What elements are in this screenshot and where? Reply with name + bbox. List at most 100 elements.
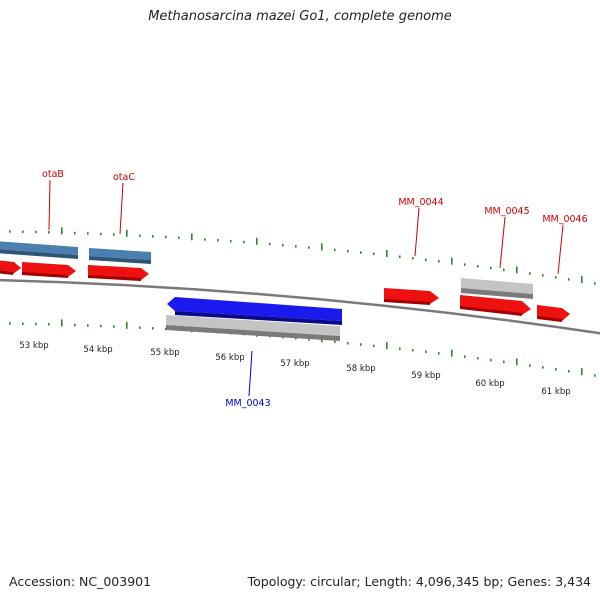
outer-tick-row (9, 227, 596, 285)
outer-tick (87, 232, 89, 235)
outer-tick (269, 242, 271, 246)
ruler-tick-label: 59 kbp (411, 371, 440, 381)
outer-tick (100, 232, 102, 236)
outer-tick (529, 272, 531, 275)
inner-tick (347, 341, 349, 345)
inner-tick (295, 337, 297, 340)
ruler-tick-label: 61 kbp (541, 387, 570, 397)
outer-tick (425, 258, 427, 261)
inner-tick (373, 344, 375, 348)
inner-tick (542, 366, 544, 369)
inner-tick (61, 319, 63, 327)
outer-tick (61, 227, 63, 235)
outer-tick (152, 235, 154, 238)
MM_0046-connector (557, 224, 564, 275)
gene-label-otaC[interactable]: otaC (113, 172, 135, 183)
ruler-tick-label: 60 kbp (475, 379, 504, 389)
inner-tick (22, 322, 24, 325)
outer-tick (451, 257, 453, 265)
outer-tick (542, 274, 544, 277)
MM_0044-connector (414, 207, 420, 257)
otaB-connector (48, 179, 51, 231)
outer-tick (516, 266, 518, 274)
outer-tick (503, 268, 505, 272)
ruler-tick-label: 57 kbp (280, 359, 309, 369)
outer-tick (22, 230, 24, 233)
outer-tick (347, 249, 349, 253)
inner-tick (581, 368, 583, 376)
outer-tick (373, 252, 375, 256)
outer-tick (321, 243, 323, 251)
outer-tick (230, 239, 232, 243)
outer-tick (568, 278, 570, 281)
gene-MM_0045[interactable] (461, 278, 533, 299)
inner-tick (594, 374, 596, 377)
outer-tick (126, 229, 128, 237)
gene-label-MM_0043[interactable]: MM_0043 (225, 398, 270, 409)
inner-tick (568, 370, 570, 373)
genome-backbone (0, 278, 600, 335)
inner-tick (516, 358, 518, 366)
outer-tick (464, 263, 466, 266)
outer-tick (48, 231, 50, 234)
gene-MM_0044[interactable] (384, 288, 439, 305)
MM_0043-connector (248, 350, 253, 397)
outer-tick (594, 282, 596, 285)
outer-tick (308, 246, 310, 249)
gene-label-MM_0045[interactable]: MM_0045 (484, 206, 529, 217)
outer-tick (204, 238, 206, 241)
ruler-tick-label: 53 kbp (19, 341, 48, 351)
outer-tick (178, 236, 180, 240)
gene-label-otaB[interactable]: otaB (42, 169, 64, 180)
outer-tick (438, 260, 440, 263)
genome-summary: Topology: circular; Length: 4,096,345 bp… (247, 574, 591, 589)
map-title: Methanosarcina mazei Go1, complete genom… (148, 9, 452, 24)
outer-tick (386, 250, 388, 258)
inner-tick (334, 340, 336, 344)
ruler-tick-label: 56 kbp (215, 353, 244, 363)
gene-MM_0046[interactable] (537, 305, 570, 322)
gene-gray-1[interactable] (166, 315, 340, 341)
inner-tick (113, 325, 115, 328)
inner-tick (555, 368, 557, 371)
inner-tick (100, 324, 102, 328)
inner-tick (503, 360, 505, 364)
gene-label-MM_0046[interactable]: MM_0046 (542, 214, 587, 225)
otaC-connector (119, 182, 124, 235)
outer-tick (282, 243, 284, 247)
accession-label: Accession: NC_003901 (9, 574, 152, 589)
outer-tick (9, 230, 11, 233)
inner-tick (412, 348, 414, 352)
inner-tick (425, 350, 427, 353)
inner-tick (48, 323, 50, 326)
inner-tick (386, 342, 388, 350)
ruler-tick-label: 58 kbp (346, 364, 375, 374)
gene-arrow-MM_0045[interactable] (460, 295, 531, 316)
outer-tick (490, 266, 492, 270)
inner-tick (464, 355, 466, 358)
outer-tick (243, 240, 245, 244)
gene-MM_0043[interactable] (167, 297, 342, 325)
inner-tick (74, 323, 76, 327)
gene-arrow-2[interactable] (22, 262, 76, 278)
outer-tick (191, 233, 193, 241)
gene-label-MM_0044[interactable]: MM_0044 (398, 197, 443, 208)
gene-arrow-1[interactable] (0, 260, 21, 275)
outer-tick (165, 235, 167, 239)
inner-tick (308, 338, 310, 341)
outer-tick (256, 237, 258, 245)
gene-otaC[interactable] (89, 248, 151, 264)
inner-tick (35, 322, 37, 326)
outer-tick (74, 231, 76, 235)
outer-tick (113, 233, 115, 236)
gene-arrow-3[interactable] (88, 265, 149, 281)
inner-tick (165, 327, 167, 331)
ruler-tick-label: 54 kbp (83, 345, 112, 355)
outer-tick (295, 245, 297, 248)
inner-tick (399, 347, 401, 350)
outer-tick (334, 248, 336, 252)
gene-otaB[interactable] (0, 241, 78, 259)
inner-tick (152, 327, 154, 330)
ruler-labels: 53 kbp 54 kbp 55 kbp 56 kbp 57 kbp 58 kbp 59 k… (19, 341, 570, 397)
